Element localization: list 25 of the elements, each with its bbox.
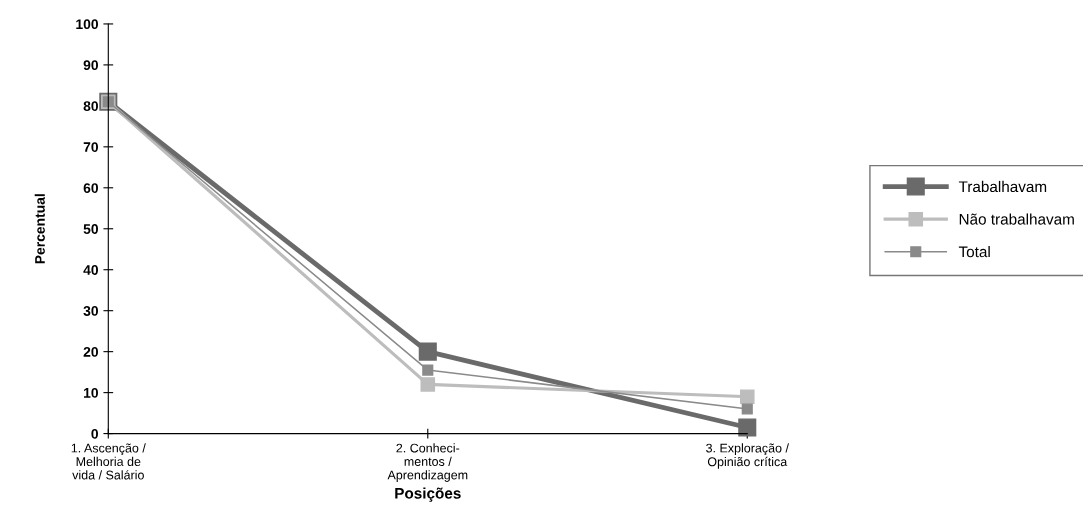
y-tick-label: 40 [83, 265, 99, 275]
y-tick-label: 10 [84, 387, 99, 398]
y-tick-label: 30 [83, 306, 99, 316]
x-axis-title: Posições [395, 487, 461, 502]
y-tick-label: 0 [91, 428, 99, 439]
x-tick-label: 2. Conheci- mentos / Aprendizagem [387, 443, 468, 482]
y-tick-label: 100 [76, 19, 99, 30]
y-tick-label: 50 [83, 224, 99, 234]
point [422, 364, 434, 376]
y-tick-label: 70 [83, 142, 99, 152]
point [739, 389, 755, 405]
y-tick-label: 60 [83, 183, 99, 193]
x-tick-label: 3. Exploração / Opinião crítica [706, 443, 789, 469]
y-axis-title: Percentual [34, 194, 45, 264]
point [420, 377, 436, 392]
point [741, 403, 753, 415]
y-tick-label: 20 [83, 346, 99, 357]
y-tick-label: 80 [83, 101, 99, 112]
point [418, 342, 437, 361]
point [738, 418, 757, 437]
x-tick-label: 1. Ascenção / Melhoria de vida / Salário [71, 443, 146, 480]
y-tick-label: 90 [83, 60, 99, 71]
legend-label: Não trabalhavam [959, 213, 1074, 225]
legend-label: Trabalhavam [958, 180, 1047, 193]
legend-label: Total [958, 246, 990, 258]
